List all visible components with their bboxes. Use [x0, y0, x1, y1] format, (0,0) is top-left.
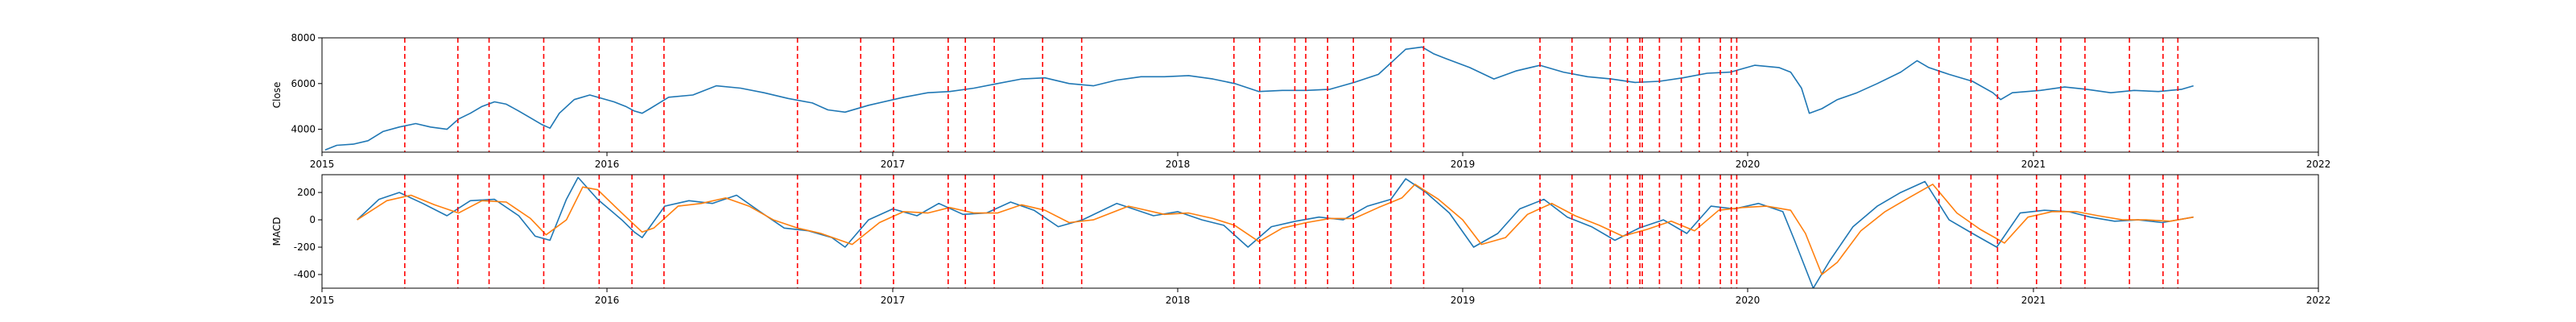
macd-plot-content — [357, 175, 2194, 288]
close-xtick-label: 2016 — [595, 159, 620, 170]
macd-ytick-label: -400 — [294, 269, 316, 280]
close-xtick-label: 2017 — [881, 159, 906, 170]
macd-xtick-label: 2021 — [2021, 295, 2046, 306]
close-xtick-label: 2015 — [310, 159, 335, 170]
close-series-0-line — [324, 46, 2194, 151]
close-plot-area: 2015 2016 2017 2018 2019 2020 2021 2022 4000 6000… — [291, 32, 2330, 170]
macd-series-0-line — [357, 176, 2194, 288]
close-ytick-label: 6000 — [291, 78, 316, 89]
macd-ytick-label: 200 — [297, 187, 316, 198]
macd-xtick-label: 2018 — [1166, 295, 1191, 306]
close-xtick-label: 2020 — [1736, 159, 1761, 170]
close-ytick-label: 8000 — [291, 32, 316, 43]
close-axes-frame — [321, 37, 2319, 153]
macd-series-1-line — [357, 184, 2194, 275]
macd-ytick-label: -200 — [294, 242, 316, 253]
close-xtick-label: 2022 — [2306, 159, 2331, 170]
close-xtick-label: 2018 — [1166, 159, 1191, 170]
macd-xtick-label: 2015 — [310, 295, 335, 306]
macd-xtick-label: 2016 — [595, 295, 620, 306]
macd-xtick-label: 2020 — [1736, 295, 1761, 306]
macd-plot-area: 2015 2016 2017 2018 2019 2020 2021 2022 -400 -200… — [294, 174, 2331, 306]
macd-ytick-label: 0 — [309, 214, 316, 225]
close-ylabel: Close — [271, 82, 283, 109]
close-ytick-label: 4000 — [291, 124, 316, 135]
macd-xtick-label: 2017 — [881, 295, 906, 306]
close-panel: 2015 2016 2017 2018 2019 2020 2021 2022 4000 6000… — [271, 32, 2330, 170]
macd-axes-frame — [321, 174, 2319, 289]
macd-ylabel: MACD — [271, 217, 283, 246]
macd-xtick-label: 2019 — [1451, 295, 1476, 306]
close-xtick-label: 2019 — [1451, 159, 1476, 170]
close-plot-content — [324, 38, 2194, 152]
macd-xtick-label: 2022 — [2306, 295, 2331, 306]
close-xtick-label: 2021 — [2021, 159, 2046, 170]
macd-panel: 2015 2016 2017 2018 2019 2020 2021 2022 -400 -200… — [271, 174, 2331, 306]
